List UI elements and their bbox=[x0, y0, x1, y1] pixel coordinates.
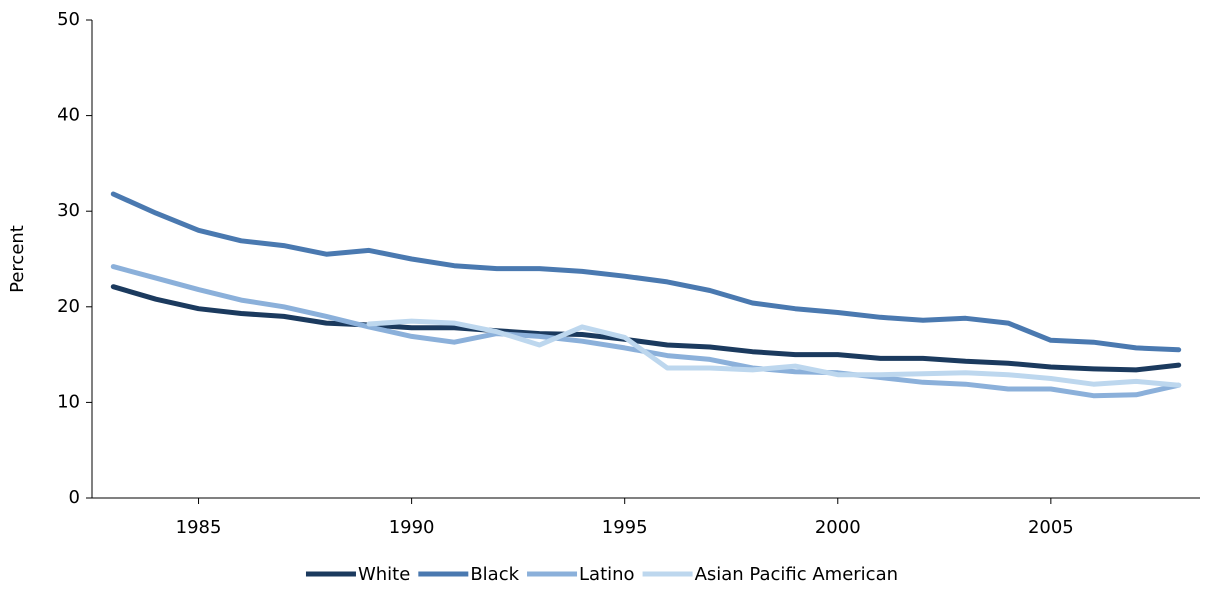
legend-label: Latino bbox=[579, 564, 635, 585]
y-tick-label: 50 bbox=[57, 9, 80, 30]
line-series bbox=[110, 284, 1182, 373]
y-tick-label: 40 bbox=[57, 105, 80, 126]
y-tick-label: 0 bbox=[69, 487, 80, 508]
x-tick-label: 1985 bbox=[176, 517, 222, 538]
x-tick-label: 1990 bbox=[389, 517, 435, 538]
x-tick-label: 2005 bbox=[1028, 517, 1074, 538]
legend-label: Asian Pacific American bbox=[695, 564, 898, 585]
legend-label: White bbox=[358, 564, 410, 585]
y-tick-label: 10 bbox=[57, 391, 80, 412]
line-series bbox=[110, 191, 1182, 353]
y-tick-label: 30 bbox=[57, 200, 80, 221]
x-tick-label: 2000 bbox=[815, 517, 861, 538]
legend-label: Black bbox=[470, 564, 519, 585]
line-series bbox=[366, 318, 1182, 388]
y-axis-label: Percent bbox=[7, 225, 28, 293]
y-tick-label: 20 bbox=[57, 296, 80, 317]
x-tick-label: 1995 bbox=[602, 517, 648, 538]
